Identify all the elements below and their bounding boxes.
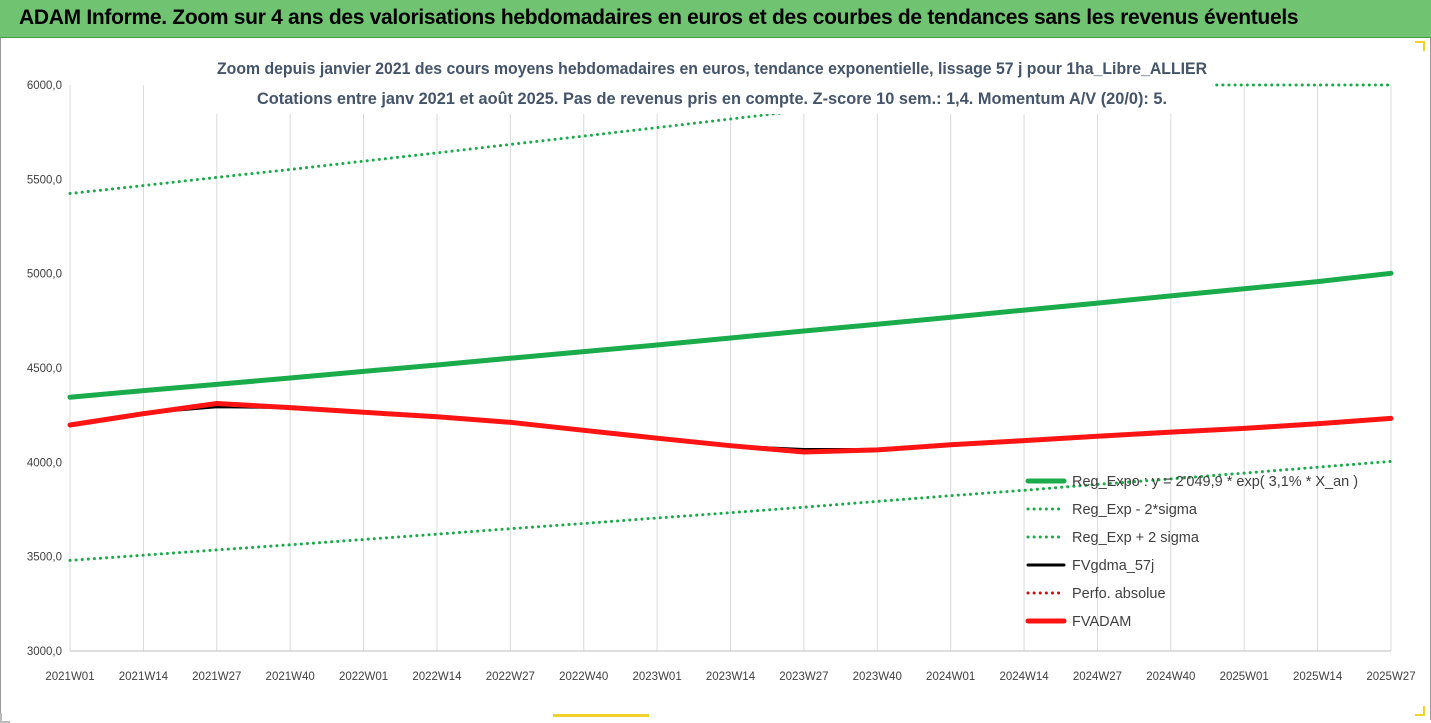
title-background — [212, 52, 1212, 114]
y-tick-label: 3000,0 — [27, 646, 62, 658]
legend-label: Reg_Exp + 2 sigma — [1072, 530, 1200, 546]
y-tick-label: 5000,0 — [27, 269, 62, 281]
x-tick-label: 2021W40 — [266, 671, 315, 683]
x-tick-label: 2025W27 — [1366, 671, 1415, 683]
selection-corner-bottom-right — [1415, 706, 1425, 716]
x-tick-label: 2025W01 — [1220, 671, 1269, 683]
legend-label: Reg_Expo : y = 2'049,9 * exp( 3,1% * X_a… — [1072, 474, 1358, 490]
legend: Reg_Expo : y = 2'049,9 * exp( 3,1% * X_a… — [1025, 474, 1358, 630]
x-tick-label: 2023W01 — [632, 671, 681, 683]
x-tick-label: 2023W27 — [779, 671, 828, 683]
x-tick-label: 2021W14 — [119, 671, 169, 683]
series-line-5 — [67, 401, 1394, 455]
x-axis-ticks: 2021W01 2021W14 2021W27 2021W40 2022W01 2022W… — [45, 671, 1415, 683]
selection-corner-top-right — [1415, 41, 1425, 51]
series-lines — [67, 83, 1394, 562]
y-axis-ticks: 3000,0 3500,0 4000,0 4500,0 5000,0 5500,0 6000… — [27, 80, 62, 658]
report-title: ADAM Informe. Zoom sur 4 ans des valoris… — [19, 6, 1299, 29]
legend-label: FVgdma_57j — [1072, 558, 1154, 574]
chart-title-line-2: Cotations entre janv 2021 et août 2025. … — [257, 90, 1167, 108]
series-line-1 — [68, 459, 1393, 562]
grid-lines — [69, 85, 1392, 652]
x-tick-label: 2022W01 — [339, 671, 388, 683]
legend-label: FVADAM — [1072, 614, 1131, 630]
x-tick-label: 2024W27 — [1073, 671, 1122, 683]
y-tick-label: 4500,0 — [27, 363, 62, 375]
x-tick-label: 2024W14 — [999, 671, 1049, 683]
x-tick-label: 2021W27 — [192, 671, 241, 683]
x-tick-label: 2024W01 — [926, 671, 975, 683]
report-banner: ADAM Informe. Zoom sur 4 ans des valoris… — [0, 0, 1431, 38]
y-tick-label: 5500,0 — [27, 174, 62, 186]
series-line-2 — [68, 83, 1393, 195]
x-tick-label: 2024W40 — [1146, 671, 1195, 683]
legend-label: Reg_Exp - 2*sigma — [1072, 502, 1198, 518]
x-tick-label: 2022W27 — [486, 671, 535, 683]
x-tick-label: 2025W14 — [1293, 671, 1343, 683]
x-tick-label: 2022W14 — [412, 671, 462, 683]
y-tick-label: 6000,0 — [27, 80, 62, 92]
x-tick-label: 2022W40 — [559, 671, 608, 683]
chart-title-line-1: Zoom depuis janvier 2021 des cours moyen… — [217, 60, 1207, 78]
x-tick-label: 2023W40 — [853, 671, 902, 683]
x-tick-label: 2021W01 — [45, 671, 94, 683]
selection-handle-bottom — [553, 714, 649, 717]
series-line-0 — [67, 270, 1394, 400]
y-tick-label: 3500,0 — [27, 552, 62, 564]
legend-label: Perfo. absolue — [1072, 586, 1166, 602]
y-tick-label: 4000,0 — [27, 457, 62, 469]
x-tick-label: 2023W14 — [706, 671, 756, 683]
